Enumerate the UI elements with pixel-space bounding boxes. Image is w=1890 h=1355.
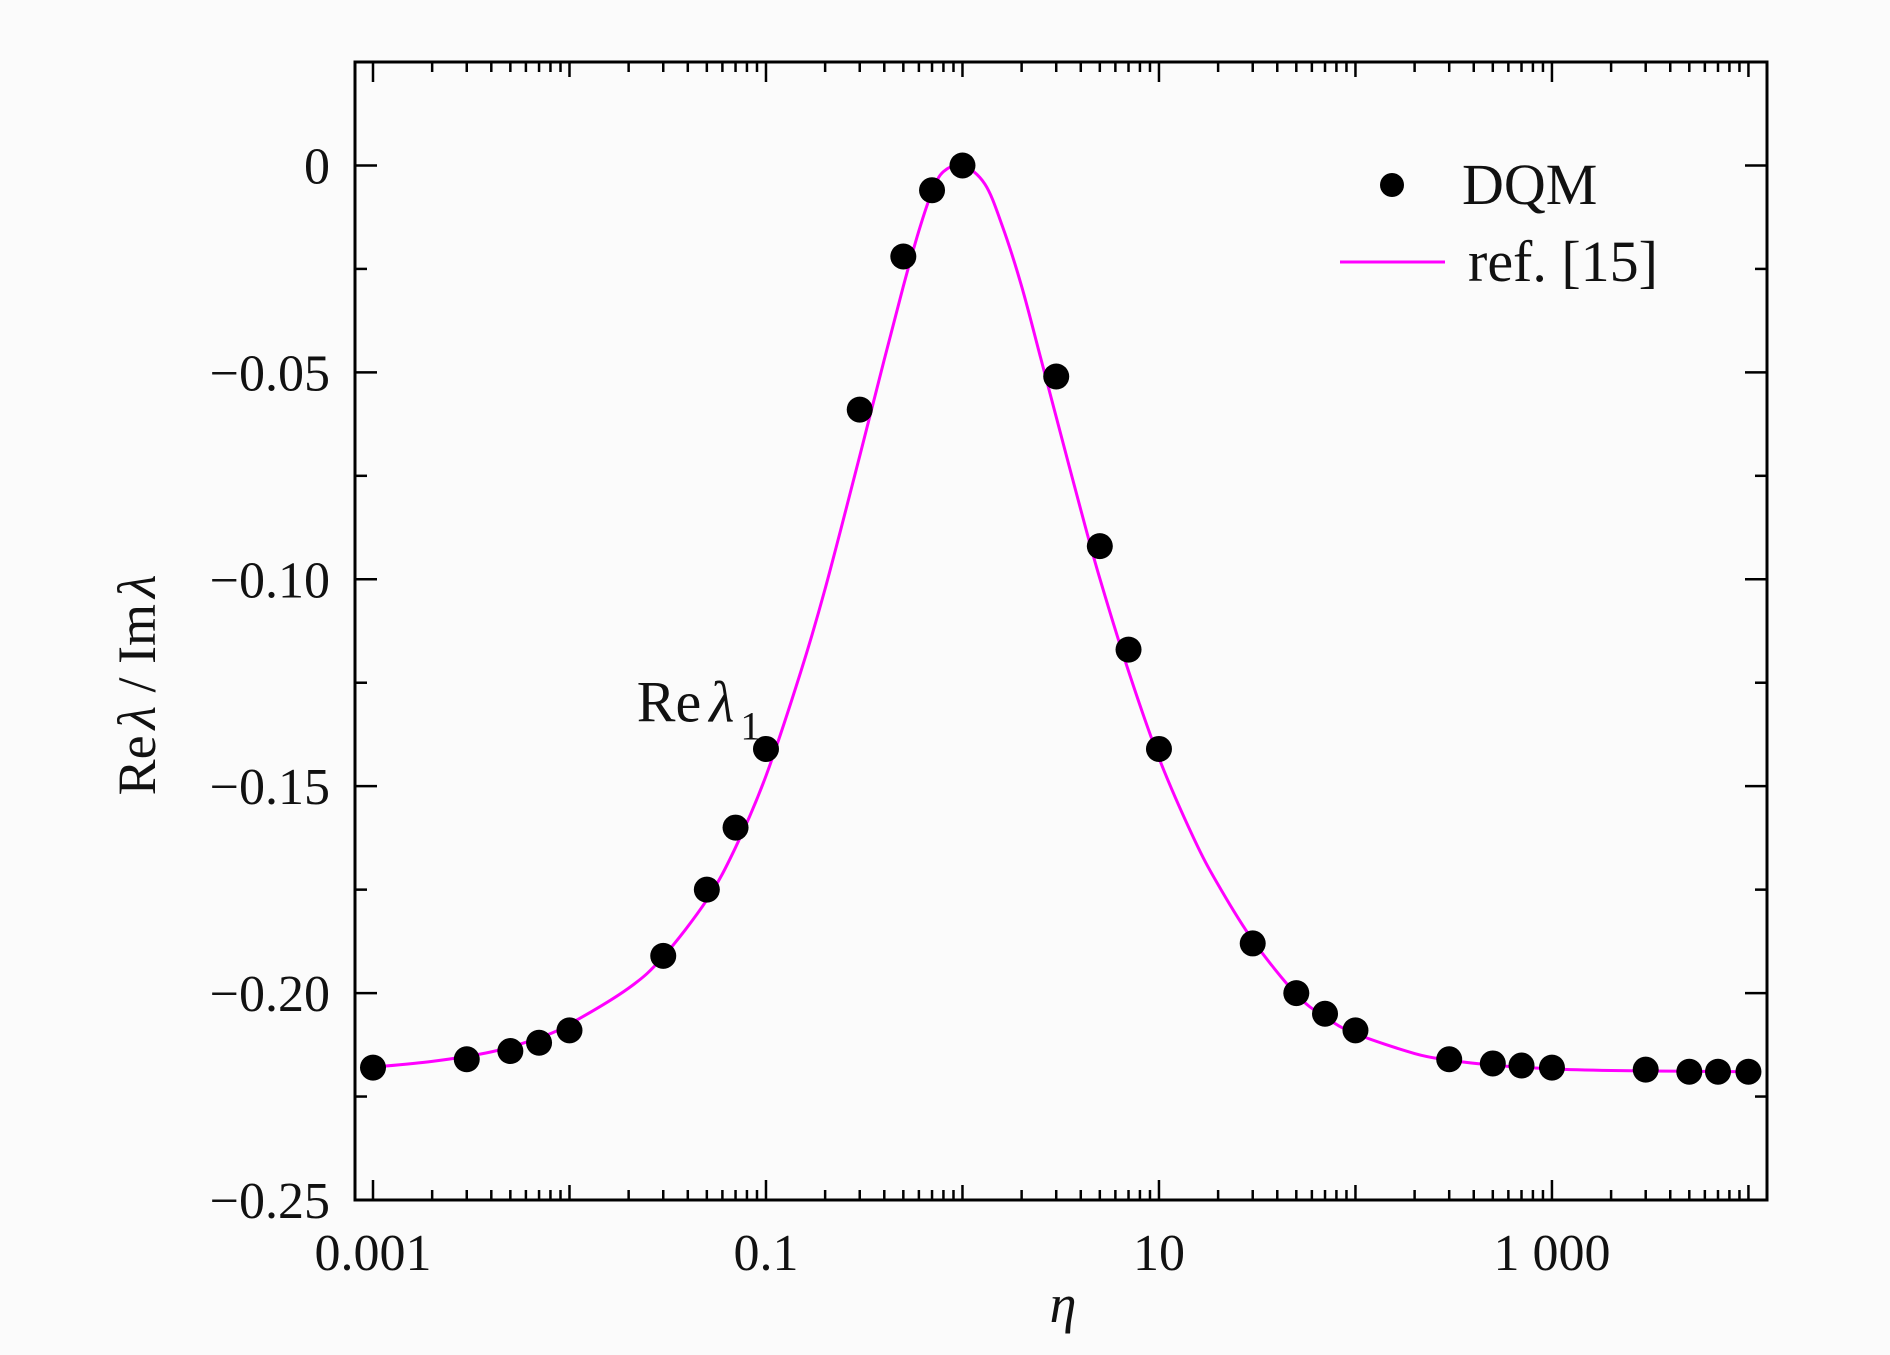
annotation-symbol: λ [707, 669, 734, 734]
x-tick-label: 0.1 [733, 1225, 798, 1282]
x-tick-label: 0.001 [315, 1225, 432, 1282]
data-point-dqm [1283, 980, 1310, 1007]
series-layer [360, 152, 1762, 1085]
annotation-subscript: 1 [740, 703, 760, 748]
legend-marker-dqm [1380, 173, 1404, 197]
data-point-dqm [650, 942, 677, 969]
data-point-dqm [360, 1054, 386, 1081]
y-tick-label: −0.05 [210, 345, 330, 402]
annotation-prefix: Re [637, 669, 701, 734]
legend-label-dqm: DQM [1462, 152, 1597, 217]
y-axis-title-symbol-2: λ [107, 575, 167, 600]
data-point-dqm [722, 814, 749, 841]
data-point-dqm [1508, 1052, 1535, 1079]
data-point-dqm [1239, 930, 1266, 957]
y-tick-label: −0.15 [210, 759, 330, 816]
data-point-dqm [846, 396, 873, 423]
data-point-dqm [1043, 363, 1070, 390]
y-tick-label: −0.10 [210, 552, 330, 609]
data-point-dqm [693, 876, 720, 903]
data-point-dqm [1479, 1050, 1506, 1077]
x-axis-title: η [1050, 1274, 1077, 1334]
x-tick-label: 1 000 [1493, 1225, 1610, 1282]
data-point-dqm [453, 1046, 480, 1073]
data-point-dqm [890, 243, 917, 270]
plot-frame [353, 60, 1769, 1202]
data-point-dqm [1145, 735, 1172, 762]
y-axis-title-middle: / Im [107, 604, 167, 706]
data-point-dqm [752, 735, 779, 762]
series-line-ref15 [372, 163, 1749, 1074]
data-point-dqm [1676, 1058, 1703, 1085]
data-point-dqm [1342, 1017, 1369, 1044]
y-axis-title-symbol-1: λ [107, 706, 167, 731]
axes: 0.001 0.1 10 1 000 0 −0.05 −0.10 −0.15 −0.20 −0.2… [210, 60, 1769, 1282]
data-point-dqm [1436, 1046, 1463, 1073]
data-point-dqm [1538, 1054, 1565, 1081]
data-point-dqm [1705, 1058, 1732, 1085]
data-point-dqm [526, 1029, 553, 1056]
legend: DQM ref. [15] [1340, 152, 1658, 294]
x-tick-label: 10 [1133, 1225, 1185, 1282]
y-axis-title: Reλ / Imλ [107, 575, 167, 796]
data-point-dqm [1312, 1000, 1339, 1027]
data-point-dqm [1735, 1058, 1762, 1085]
data-point-dqm [1086, 533, 1113, 560]
data-point-dqm [1632, 1056, 1659, 1083]
data-point-dqm [497, 1038, 524, 1065]
y-axis-title-prefix: Re [107, 735, 167, 795]
data-point-dqm [919, 177, 946, 204]
data-point-dqm [556, 1017, 583, 1044]
data-point-dqm [949, 152, 976, 179]
y-tick-label: −0.25 [210, 1173, 330, 1230]
y-tick-label: −0.20 [210, 966, 330, 1023]
curve-annotation: Re λ 1 [637, 669, 761, 748]
y-tick-label: 0 [304, 138, 330, 195]
legend-label-ref: ref. [15] [1468, 229, 1658, 294]
annotation-text: Re λ 1 [637, 669, 761, 748]
data-point-dqm [1115, 636, 1142, 663]
